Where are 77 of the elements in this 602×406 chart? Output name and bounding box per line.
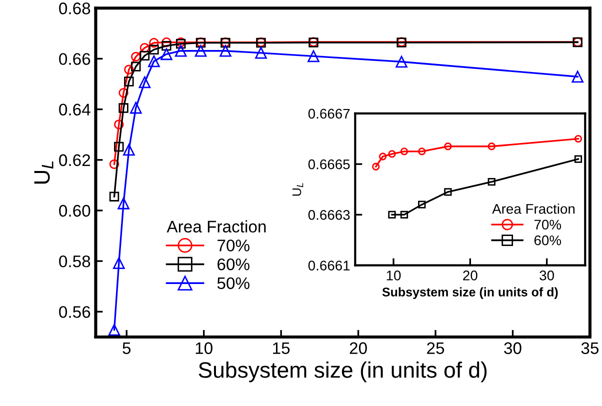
point: [131, 52, 141, 62]
point: [400, 148, 408, 156]
point: [149, 44, 159, 54]
point: [400, 210, 408, 219]
point: [118, 103, 128, 113]
legend-title: Area Fraction: [166, 220, 266, 233]
y-tick-label: 0.6667: [308, 108, 350, 119]
point: [118, 88, 128, 98]
legend-label: 60%: [218, 258, 250, 270]
point: [378, 152, 387, 160]
y-tick-label: 0.62: [59, 154, 90, 166]
x-tick-label: 30: [540, 270, 554, 280]
x-tick-label: 15: [273, 342, 290, 354]
point: [162, 37, 172, 48]
y-tick-label: 0.6665: [308, 159, 350, 170]
x-tick-label: 35: [581, 342, 599, 354]
point: [220, 44, 232, 57]
x-tick-label: 20: [463, 270, 478, 280]
y-tick-label: 0.6663: [308, 210, 350, 220]
point: [160, 48, 172, 60]
y-tick-label: 0.58: [59, 255, 90, 268]
point: [388, 150, 396, 158]
x-tick-label: 5: [122, 342, 131, 354]
point: [114, 142, 124, 152]
legend-label: 70%: [534, 220, 562, 230]
y-tick-label: 0.64: [59, 104, 90, 116]
point: [149, 38, 159, 48]
point: [194, 44, 207, 57]
point: [124, 64, 134, 74]
x-tick-label: 10: [386, 270, 401, 280]
point: [574, 134, 582, 143]
y-tick-label: 0.60: [59, 204, 90, 217]
point: [140, 50, 150, 61]
point: [109, 159, 120, 170]
point: [174, 44, 187, 57]
point: [109, 192, 120, 202]
x-tick-label: 20: [350, 342, 367, 354]
point: [162, 40, 172, 51]
point: [444, 188, 452, 196]
point: [488, 178, 496, 186]
y-tick-label: 0.68: [59, 2, 90, 14]
point: [418, 200, 426, 208]
point: [488, 142, 496, 150]
y-tick-label: 0.6661: [308, 260, 350, 270]
point: [396, 56, 408, 68]
x-tick-label: 25: [427, 342, 444, 354]
point: [118, 198, 130, 210]
point: [418, 148, 426, 156]
point: [308, 50, 320, 62]
point: [444, 142, 452, 150]
point: [148, 55, 160, 68]
x-axis-title: Subsystem size (in units of d): [382, 287, 558, 299]
point: [114, 120, 124, 130]
point: [255, 46, 267, 59]
point: [388, 210, 396, 219]
point: [130, 102, 142, 114]
point: [140, 42, 150, 53]
x-tick-label: 10: [196, 342, 212, 354]
legend-label: 70%: [218, 240, 250, 252]
y-tick-label: 0.66: [59, 53, 90, 65]
y-tick-label: 0.56: [59, 306, 90, 318]
point: [138, 76, 151, 88]
point: [123, 144, 135, 156]
point: [124, 76, 134, 86]
point: [372, 162, 380, 170]
legend-title: Area Fraction: [492, 204, 575, 214]
point: [572, 70, 584, 83]
point: [108, 324, 120, 336]
legend-label: 60%: [534, 235, 562, 246]
point: [112, 257, 125, 270]
y-axis-title: U$_{L}$: [34, 161, 54, 184]
legend-label: 50%: [217, 277, 250, 290]
y-axis-title: U$_{L}$: [292, 183, 304, 196]
point: [574, 155, 582, 163]
point: [131, 62, 141, 72]
x-axis-title: Subsystem size (in units of d): [198, 362, 487, 382]
x-tick-label: 30: [504, 342, 522, 354]
